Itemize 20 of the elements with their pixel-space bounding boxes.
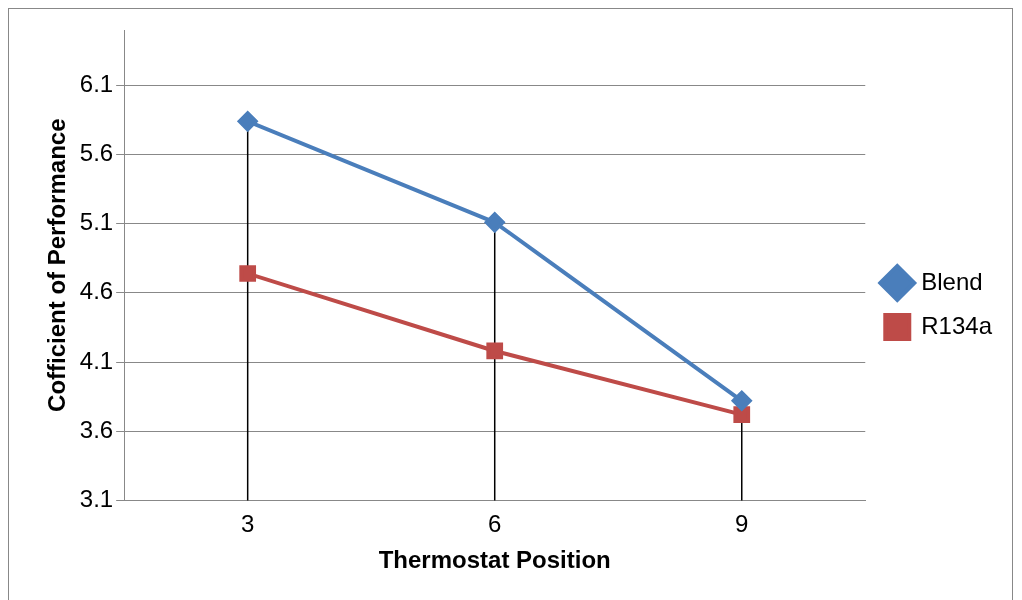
x-axis-title: Thermostat Position: [378, 546, 611, 574]
point: [239, 265, 257, 282]
point: [237, 111, 258, 132]
x-tick-label: 9: [735, 510, 749, 538]
x-tick-label: 3: [241, 510, 255, 538]
y-tick-label: 4.6: [79, 277, 114, 305]
x-tick-label: 6: [488, 510, 502, 538]
y-tick-label: 3.1: [79, 485, 114, 513]
point: [484, 212, 505, 233]
y-tick-label: 3.6: [79, 415, 114, 443]
legend-label: Blend: [921, 267, 983, 295]
point: [486, 342, 504, 360]
point: [733, 406, 751, 423]
y-tick-label: 6.1: [79, 69, 114, 97]
y-tick-label: 5.6: [79, 139, 114, 167]
y-axis-title: Cofficient of Performance: [43, 118, 71, 412]
legend-label: R134a: [921, 311, 993, 339]
y-tick-label: 4.1: [79, 346, 114, 374]
y-tick-label: 5.1: [79, 208, 114, 236]
point: [731, 390, 752, 411]
